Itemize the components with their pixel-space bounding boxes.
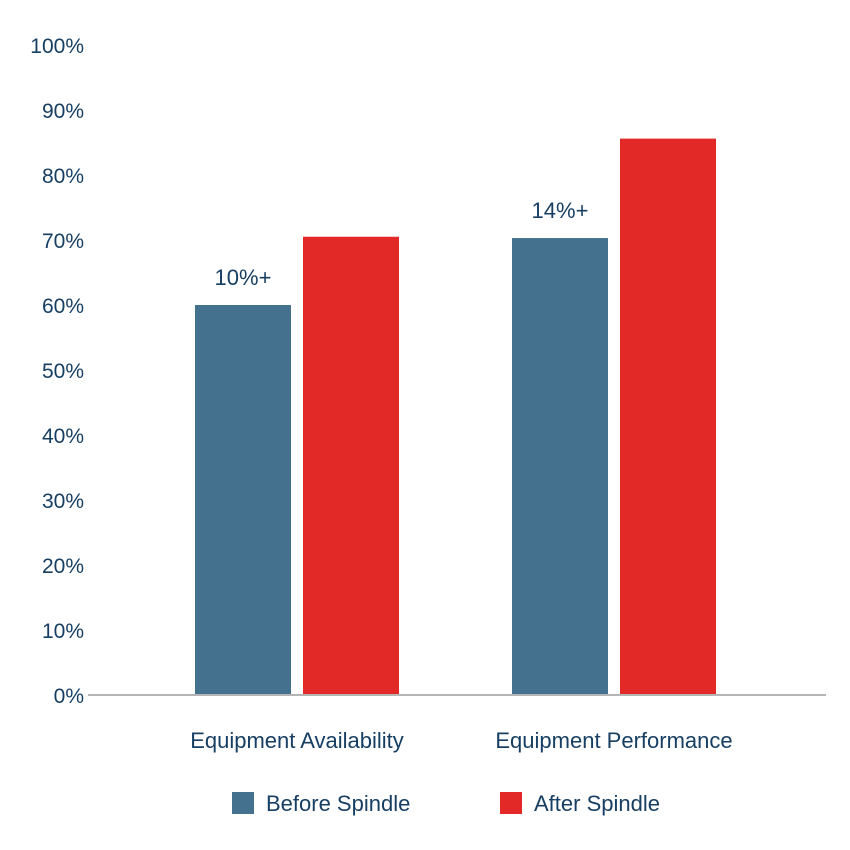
legend-label: After Spindle bbox=[534, 791, 660, 816]
y-tick-label: 100% bbox=[30, 35, 84, 58]
y-tick-label: 40% bbox=[42, 425, 84, 448]
bar-after-spindle-1 bbox=[303, 236, 399, 695]
annotation-label: 14%+ bbox=[532, 198, 589, 223]
x-category-label: Equipment Availability bbox=[190, 728, 404, 753]
y-axis-tick-labels: 0% 10% 20% 30% 40% 50% 60% 70% 80% 90% 100% bbox=[30, 35, 84, 708]
x-category-label: Equipment Performance bbox=[495, 728, 732, 753]
bar-before-spindle-2 bbox=[512, 238, 608, 696]
legend: Before Spindle After Spindle bbox=[232, 791, 660, 816]
y-tick-label: 30% bbox=[42, 490, 84, 513]
legend-swatch bbox=[500, 792, 522, 814]
y-tick-label: 20% bbox=[42, 555, 84, 578]
y-tick-label: 60% bbox=[42, 295, 84, 318]
legend-label: Before Spindle bbox=[266, 791, 410, 816]
bar-after-spindle-2 bbox=[620, 138, 716, 696]
y-tick-label: 70% bbox=[42, 230, 84, 253]
y-tick-label: 10% bbox=[42, 620, 84, 643]
y-tick-label: 0% bbox=[54, 685, 84, 708]
y-tick-label: 80% bbox=[42, 165, 84, 188]
y-tick-label: 90% bbox=[42, 100, 84, 123]
y-tick-label: 50% bbox=[42, 360, 84, 383]
x-axis-category-labels: Equipment Availability Equipment Performa… bbox=[190, 728, 732, 753]
annotations: 10%+ 14%+ bbox=[215, 198, 589, 290]
bars bbox=[195, 138, 716, 696]
annotation-label: 10%+ bbox=[215, 265, 272, 290]
legend-swatch bbox=[232, 792, 254, 814]
bar-before-spindle-1 bbox=[195, 305, 291, 695]
